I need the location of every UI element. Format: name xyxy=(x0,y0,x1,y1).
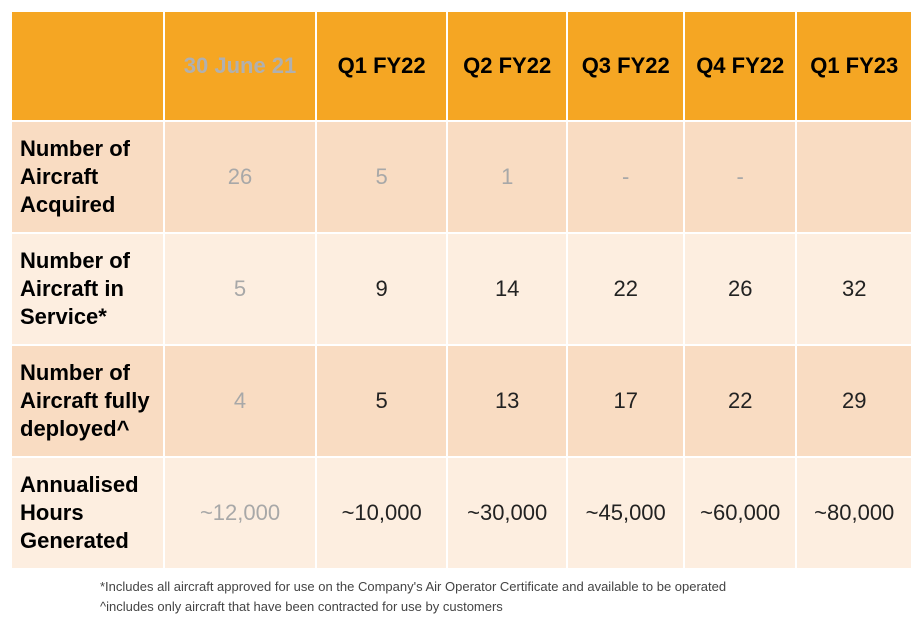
table-cell: 17 xyxy=(568,346,683,456)
row-aircraft-fully-deployed: Number of Aircraft fully deployed^ 4 5 1… xyxy=(12,346,911,456)
table-cell: 26 xyxy=(684,234,796,344)
aircraft-fleet-table: 30 June 21 Q1 FY22 Q2 FY22 Q3 FY22 Q4 FY… xyxy=(10,10,913,570)
table-cell: 5 xyxy=(317,122,446,232)
table-cell: 26 xyxy=(164,122,316,232)
table-cell xyxy=(797,122,911,232)
header-q2-fy22: Q2 FY22 xyxy=(447,12,567,120)
table-cell: ~45,000 xyxy=(568,458,683,568)
table-cell: - xyxy=(568,122,683,232)
header-q4-fy22: Q4 FY22 xyxy=(684,12,796,120)
footnote-fully-deployed: ^includes only aircraft that have been c… xyxy=(100,599,503,614)
row-label: Annualised Hours Generated xyxy=(12,458,163,568)
header-corner-cell xyxy=(12,12,163,120)
row-aircraft-in-service: Number of Aircraft in Service* 5 9 14 22… xyxy=(12,234,911,344)
table-cell: 13 xyxy=(447,346,567,456)
table-cell: - xyxy=(684,122,796,232)
row-label: Number of Aircraft in Service* xyxy=(12,234,163,344)
table-cell: 1 xyxy=(447,122,567,232)
table-cell: 14 xyxy=(447,234,567,344)
table-cell: ~10,000 xyxy=(317,458,446,568)
table-cell: ~30,000 xyxy=(447,458,567,568)
table-cell: ~60,000 xyxy=(684,458,796,568)
footnotes: *Includes all aircraft approved for use … xyxy=(100,577,726,617)
table-cell: 4 xyxy=(164,346,316,456)
row-label: Number of Aircraft Acquired xyxy=(12,122,163,232)
header-row: 30 June 21 Q1 FY22 Q2 FY22 Q3 FY22 Q4 FY… xyxy=(12,12,911,120)
table-cell: 9 xyxy=(317,234,446,344)
header-q3-fy22: Q3 FY22 xyxy=(568,12,683,120)
table-cell: ~80,000 xyxy=(797,458,911,568)
table-cell: 5 xyxy=(164,234,316,344)
row-aircraft-acquired: Number of Aircraft Acquired 26 5 1 - - xyxy=(12,122,911,232)
table-cell: 29 xyxy=(797,346,911,456)
table-cell: 22 xyxy=(684,346,796,456)
table-cell: 32 xyxy=(797,234,911,344)
table-cell: 5 xyxy=(317,346,446,456)
table-cell: 22 xyxy=(568,234,683,344)
row-label: Number of Aircraft fully deployed^ xyxy=(12,346,163,456)
header-30-june-21: 30 June 21 xyxy=(164,12,316,120)
row-annualised-hours: Annualised Hours Generated ~12,000 ~10,0… xyxy=(12,458,911,568)
header-q1-fy22: Q1 FY22 xyxy=(317,12,446,120)
footnote-in-service: *Includes all aircraft approved for use … xyxy=(100,579,727,594)
table-cell: ~12,000 xyxy=(164,458,316,568)
header-q1-fy23: Q1 FY23 xyxy=(797,12,911,120)
